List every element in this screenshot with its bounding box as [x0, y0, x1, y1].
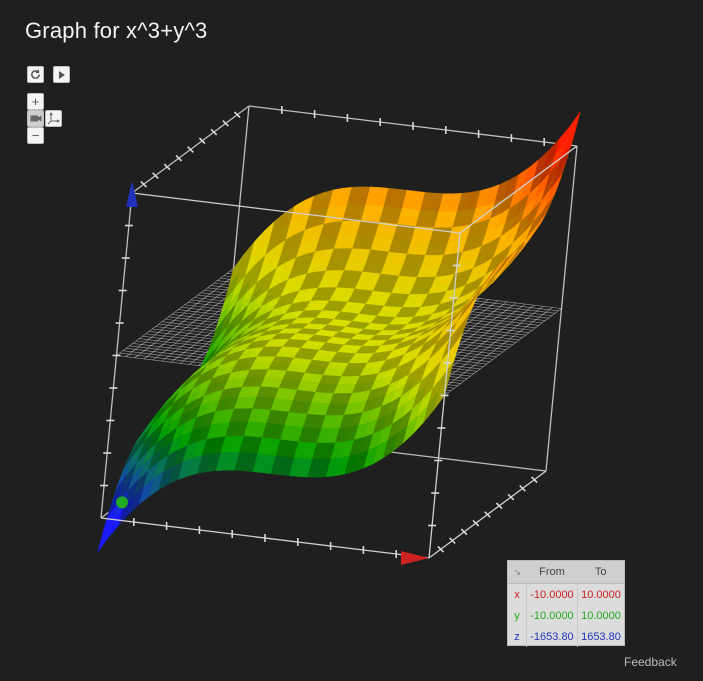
axes-button[interactable] [45, 110, 62, 127]
bounding-box-front [100, 145, 578, 565]
axis-tick [198, 137, 206, 145]
axis-tick [484, 511, 491, 518]
axis-tick [140, 180, 148, 188]
axis-tick [222, 120, 229, 127]
axis-tick [175, 154, 183, 162]
range-var: z [514, 630, 520, 643]
camera-button[interactable] [27, 110, 44, 127]
refresh-icon [31, 69, 40, 79]
box-edge [459, 145, 578, 234]
page-title: Graph for x^3+y^3 [25, 18, 208, 43]
range-from-z[interactable]: -1653.80 [526, 626, 578, 647]
axis-tick [519, 485, 526, 492]
resize-icon[interactable]: ↘ [508, 561, 527, 584]
z-axis-marker [126, 181, 138, 207]
axis-tick [507, 493, 515, 501]
zoom-in-button[interactable]: + [27, 93, 44, 110]
range-from-y[interactable]: -10.0000 [526, 605, 578, 626]
axis-tick [472, 519, 480, 527]
to-header: To [577, 561, 624, 584]
box-edge [131, 192, 461, 234]
range-row-x: x -10.0000 10.0000 [508, 583, 624, 605]
range-var: y [514, 609, 520, 622]
surface [97, 111, 581, 553]
axis-tick [495, 502, 503, 510]
range-row-y: y -10.0000 10.0000 [508, 605, 624, 626]
zero-plane-line [444, 308, 562, 396]
camera-icon [30, 115, 41, 122]
range-to-y[interactable]: 10.0000 [576, 605, 624, 626]
range-row-z: z -1653.80 1653.80 [508, 626, 624, 647]
zero-plane-line [435, 307, 553, 395]
zoom-out-button[interactable]: − [27, 127, 44, 144]
axis-tick [449, 537, 456, 544]
axis-tick [460, 528, 468, 536]
y-axis-marker [116, 496, 129, 509]
play-icon [59, 70, 65, 79]
x-axis-marker [401, 551, 429, 565]
from-header: From [526, 561, 578, 584]
axis-tick [233, 111, 241, 119]
range-table: ↘ From To x -10.0000 10.0000 y -10.0000 … [507, 560, 625, 647]
range-from-x[interactable]: -10.0000 [526, 583, 578, 605]
axis-tick [530, 476, 538, 484]
axis-tick [152, 172, 159, 179]
range-var: x [514, 588, 520, 601]
axis-tick [163, 163, 171, 171]
feedback-link[interactable]: Feedback [624, 655, 677, 669]
axes-icon [47, 112, 60, 125]
range-to-z[interactable]: 1653.80 [576, 626, 624, 647]
reset-button[interactable] [27, 66, 44, 83]
range-to-x[interactable]: 10.0000 [576, 583, 624, 605]
axis-tick [210, 128, 218, 136]
play-button[interactable] [53, 66, 70, 83]
axis-tick [437, 545, 445, 553]
axis-tick [187, 146, 194, 153]
